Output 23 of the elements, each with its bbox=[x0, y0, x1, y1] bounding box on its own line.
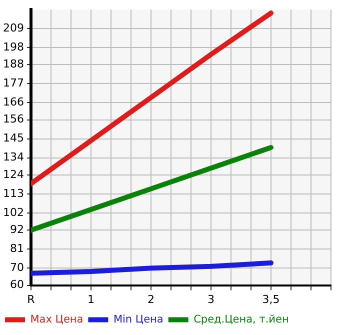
y-tick-label: 102 bbox=[2, 206, 24, 219]
y-tick-label: 177 bbox=[2, 76, 24, 90]
x-tick-label: 3,5 bbox=[262, 292, 280, 306]
y-tick-label: 166 bbox=[2, 96, 24, 109]
y-tick-label: 60 bbox=[10, 278, 24, 292]
y-tick-label: 70 bbox=[10, 260, 24, 274]
y-tick-label: 198 bbox=[2, 40, 24, 54]
legend-label: Сред.Цена, т.йен bbox=[194, 313, 289, 326]
x-tick-label: R bbox=[27, 292, 36, 306]
y-tick-label: 113 bbox=[2, 186, 24, 200]
y-tick-label: 209 bbox=[2, 21, 24, 34]
y-tick-label: 124 bbox=[2, 168, 24, 181]
x-tick-label: 1 bbox=[87, 292, 94, 306]
y-tick-label: 92 bbox=[10, 223, 24, 236]
y-tick-label: 145 bbox=[2, 132, 24, 145]
legend-label: Max Цена bbox=[30, 313, 84, 326]
y-tick-label: 81 bbox=[10, 242, 24, 255]
x-tick-label: 2 bbox=[147, 292, 154, 306]
y-tick-label: 188 bbox=[2, 58, 24, 71]
legend-label: Min Цена bbox=[113, 313, 164, 326]
y-tick-label: 156 bbox=[2, 112, 24, 126]
y-tick-label: 134 bbox=[2, 150, 24, 164]
x-tick-label: 3 bbox=[208, 292, 214, 306]
